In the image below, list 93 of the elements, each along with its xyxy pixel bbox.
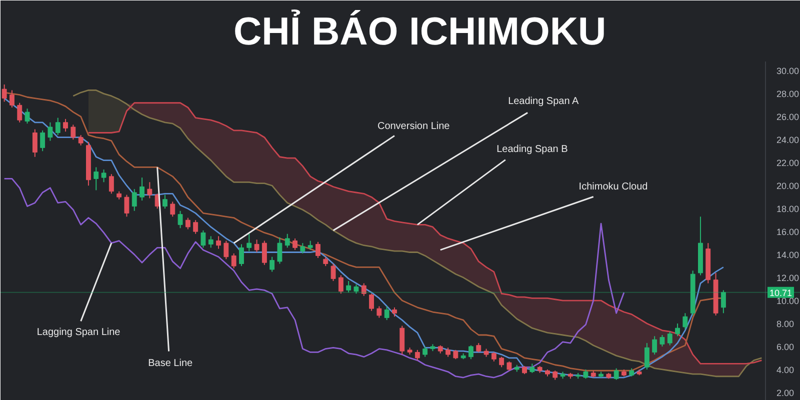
y-tick-label: 30.00 bbox=[776, 66, 800, 76]
candlestick bbox=[338, 274, 344, 294]
candlestick bbox=[147, 182, 152, 199]
candlestick bbox=[32, 128, 38, 158]
candlestick bbox=[552, 370, 558, 380]
annotation: Leading Span B bbox=[496, 144, 568, 156]
candlestick bbox=[70, 124, 76, 140]
candlestick bbox=[108, 174, 114, 194]
annotation: Leading Span A bbox=[508, 96, 580, 107]
candlestick bbox=[316, 241, 320, 259]
y-tick-label: 10.00 bbox=[776, 296, 800, 306]
y-tick-label: 28.00 bbox=[776, 89, 800, 100]
y-tick-label: 6.00 bbox=[776, 342, 794, 352]
candlestick bbox=[277, 236, 282, 264]
candlestick bbox=[354, 284, 359, 294]
candlestick bbox=[308, 240, 313, 250]
y-tick-label: 8.00 bbox=[776, 319, 794, 330]
candlestick bbox=[506, 360, 512, 372]
candlestick bbox=[446, 347, 450, 358]
candlestick bbox=[476, 342, 482, 353]
candlestick bbox=[330, 263, 336, 282]
annotation: Ichimoku Cloud bbox=[578, 181, 648, 192]
candlestick bbox=[453, 349, 458, 360]
candlestick bbox=[400, 325, 405, 356]
candlestick bbox=[361, 282, 366, 296]
y-tick-label: 12.00 bbox=[776, 273, 800, 284]
candlestick bbox=[675, 323, 680, 337]
candlestick bbox=[40, 130, 46, 152]
candlestick bbox=[162, 194, 168, 210]
y-tick-label: 24.00 bbox=[776, 135, 800, 146]
candlestick bbox=[614, 368, 619, 380]
candlestick bbox=[101, 169, 106, 183]
candlestick bbox=[300, 242, 306, 254]
candlestick bbox=[94, 166, 99, 191]
y-tick-label: 18.00 bbox=[776, 204, 800, 214]
candlestick bbox=[78, 134, 84, 146]
candlestick bbox=[270, 256, 275, 272]
candlestick bbox=[384, 306, 390, 321]
candlestick bbox=[185, 217, 190, 230]
candlestick bbox=[499, 356, 504, 368]
candlestick bbox=[660, 334, 665, 347]
candlestick bbox=[284, 233, 290, 248]
candlestick bbox=[346, 280, 352, 293]
candlestick bbox=[292, 238, 298, 250]
candlestick bbox=[17, 102, 22, 123]
candlestick bbox=[140, 177, 144, 202]
candlestick bbox=[414, 349, 420, 361]
candlestick bbox=[468, 344, 474, 360]
candlestick bbox=[530, 363, 535, 374]
candlestick bbox=[48, 122, 53, 142]
candlestick bbox=[200, 230, 206, 248]
candlestick bbox=[583, 368, 588, 380]
candlestick bbox=[231, 252, 236, 269]
candlestick bbox=[124, 194, 130, 218]
candlestick bbox=[2, 84, 7, 102]
annotation: Base Line bbox=[148, 358, 194, 370]
candlestick bbox=[132, 188, 137, 212]
candlestick bbox=[224, 240, 229, 260]
candlestick bbox=[216, 236, 221, 250]
chart-title: CHỈ BÁO ICHIMOKU bbox=[234, 10, 606, 54]
y-tick-label: 22.00 bbox=[776, 158, 800, 168]
candlestick bbox=[491, 352, 496, 362]
y-tick-label: 14.00 bbox=[776, 250, 800, 260]
candlestick bbox=[376, 306, 382, 318]
candlestick bbox=[682, 312, 688, 330]
candlestick bbox=[392, 306, 397, 318]
candlestick bbox=[246, 233, 252, 252]
candlestick bbox=[652, 336, 658, 356]
annotation: Lagging Span Line bbox=[36, 326, 121, 338]
candlestick bbox=[178, 210, 183, 229]
ref-line-label: 10.71 bbox=[770, 288, 792, 298]
candlestick bbox=[24, 108, 30, 124]
y-tick-label: 4.00 bbox=[776, 364, 794, 375]
y-tick-label: 16.00 bbox=[776, 227, 800, 238]
y-tick-label: 26.00 bbox=[776, 112, 800, 122]
candlestick bbox=[323, 256, 328, 267]
candlestick bbox=[208, 236, 214, 248]
candlestick bbox=[262, 240, 267, 266]
candlestick bbox=[170, 201, 176, 218]
y-tick-label: 2.00 bbox=[776, 388, 794, 398]
candlestick bbox=[55, 117, 60, 136]
annotation: Conversion Line bbox=[377, 121, 450, 132]
candlestick bbox=[422, 346, 428, 358]
candlestick bbox=[667, 331, 672, 346]
candlestick bbox=[644, 342, 650, 370]
candlestick bbox=[239, 244, 244, 267]
candlestick bbox=[254, 239, 260, 253]
candlestick bbox=[193, 220, 198, 234]
y-tick-label: 20.00 bbox=[776, 181, 800, 192]
candlestick bbox=[63, 118, 68, 132]
candlestick bbox=[10, 90, 14, 108]
candlestick bbox=[720, 290, 726, 314]
candlestick bbox=[369, 293, 374, 312]
